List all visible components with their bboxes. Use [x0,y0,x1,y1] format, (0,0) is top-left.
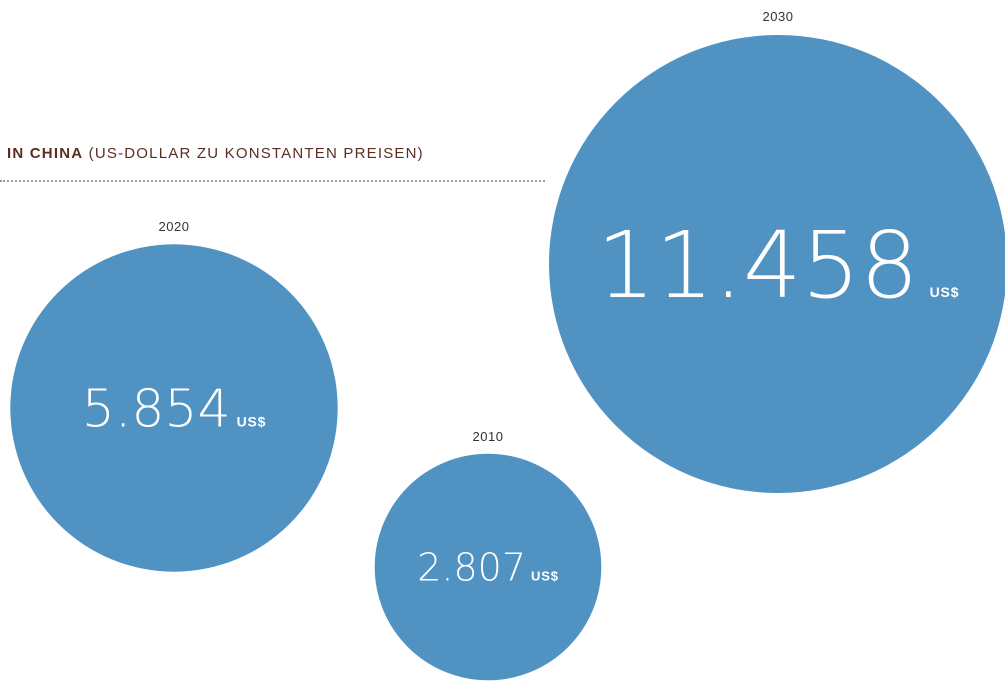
value-label-2030: 11.458 US$ [597,212,960,319]
chart-title: IN CHINA (US-DOLLAR ZU KONSTANTEN PREISE… [7,145,424,162]
dotted-divider [0,180,545,182]
chart-title-strong: IN CHINA [7,145,84,162]
value-label-2020: 5.854 US$ [82,380,267,440]
year-label-2010: 2010 [473,429,504,444]
unit-label-2030: US$ [930,284,960,300]
chart-title-rest: (US-DOLLAR ZU KONSTANTEN PREISEN) [88,145,424,162]
value-label-2010: 2.807 US$ [417,546,559,590]
year-label-2030: 2030 [763,9,794,24]
bubble-2030 [549,35,1005,493]
unit-label-2020: US$ [237,414,267,430]
bubble-2020 [10,244,338,572]
bubble-2010 [374,453,602,681]
year-label-2020: 2020 [159,219,190,234]
unit-label-2010: US$ [531,569,559,584]
